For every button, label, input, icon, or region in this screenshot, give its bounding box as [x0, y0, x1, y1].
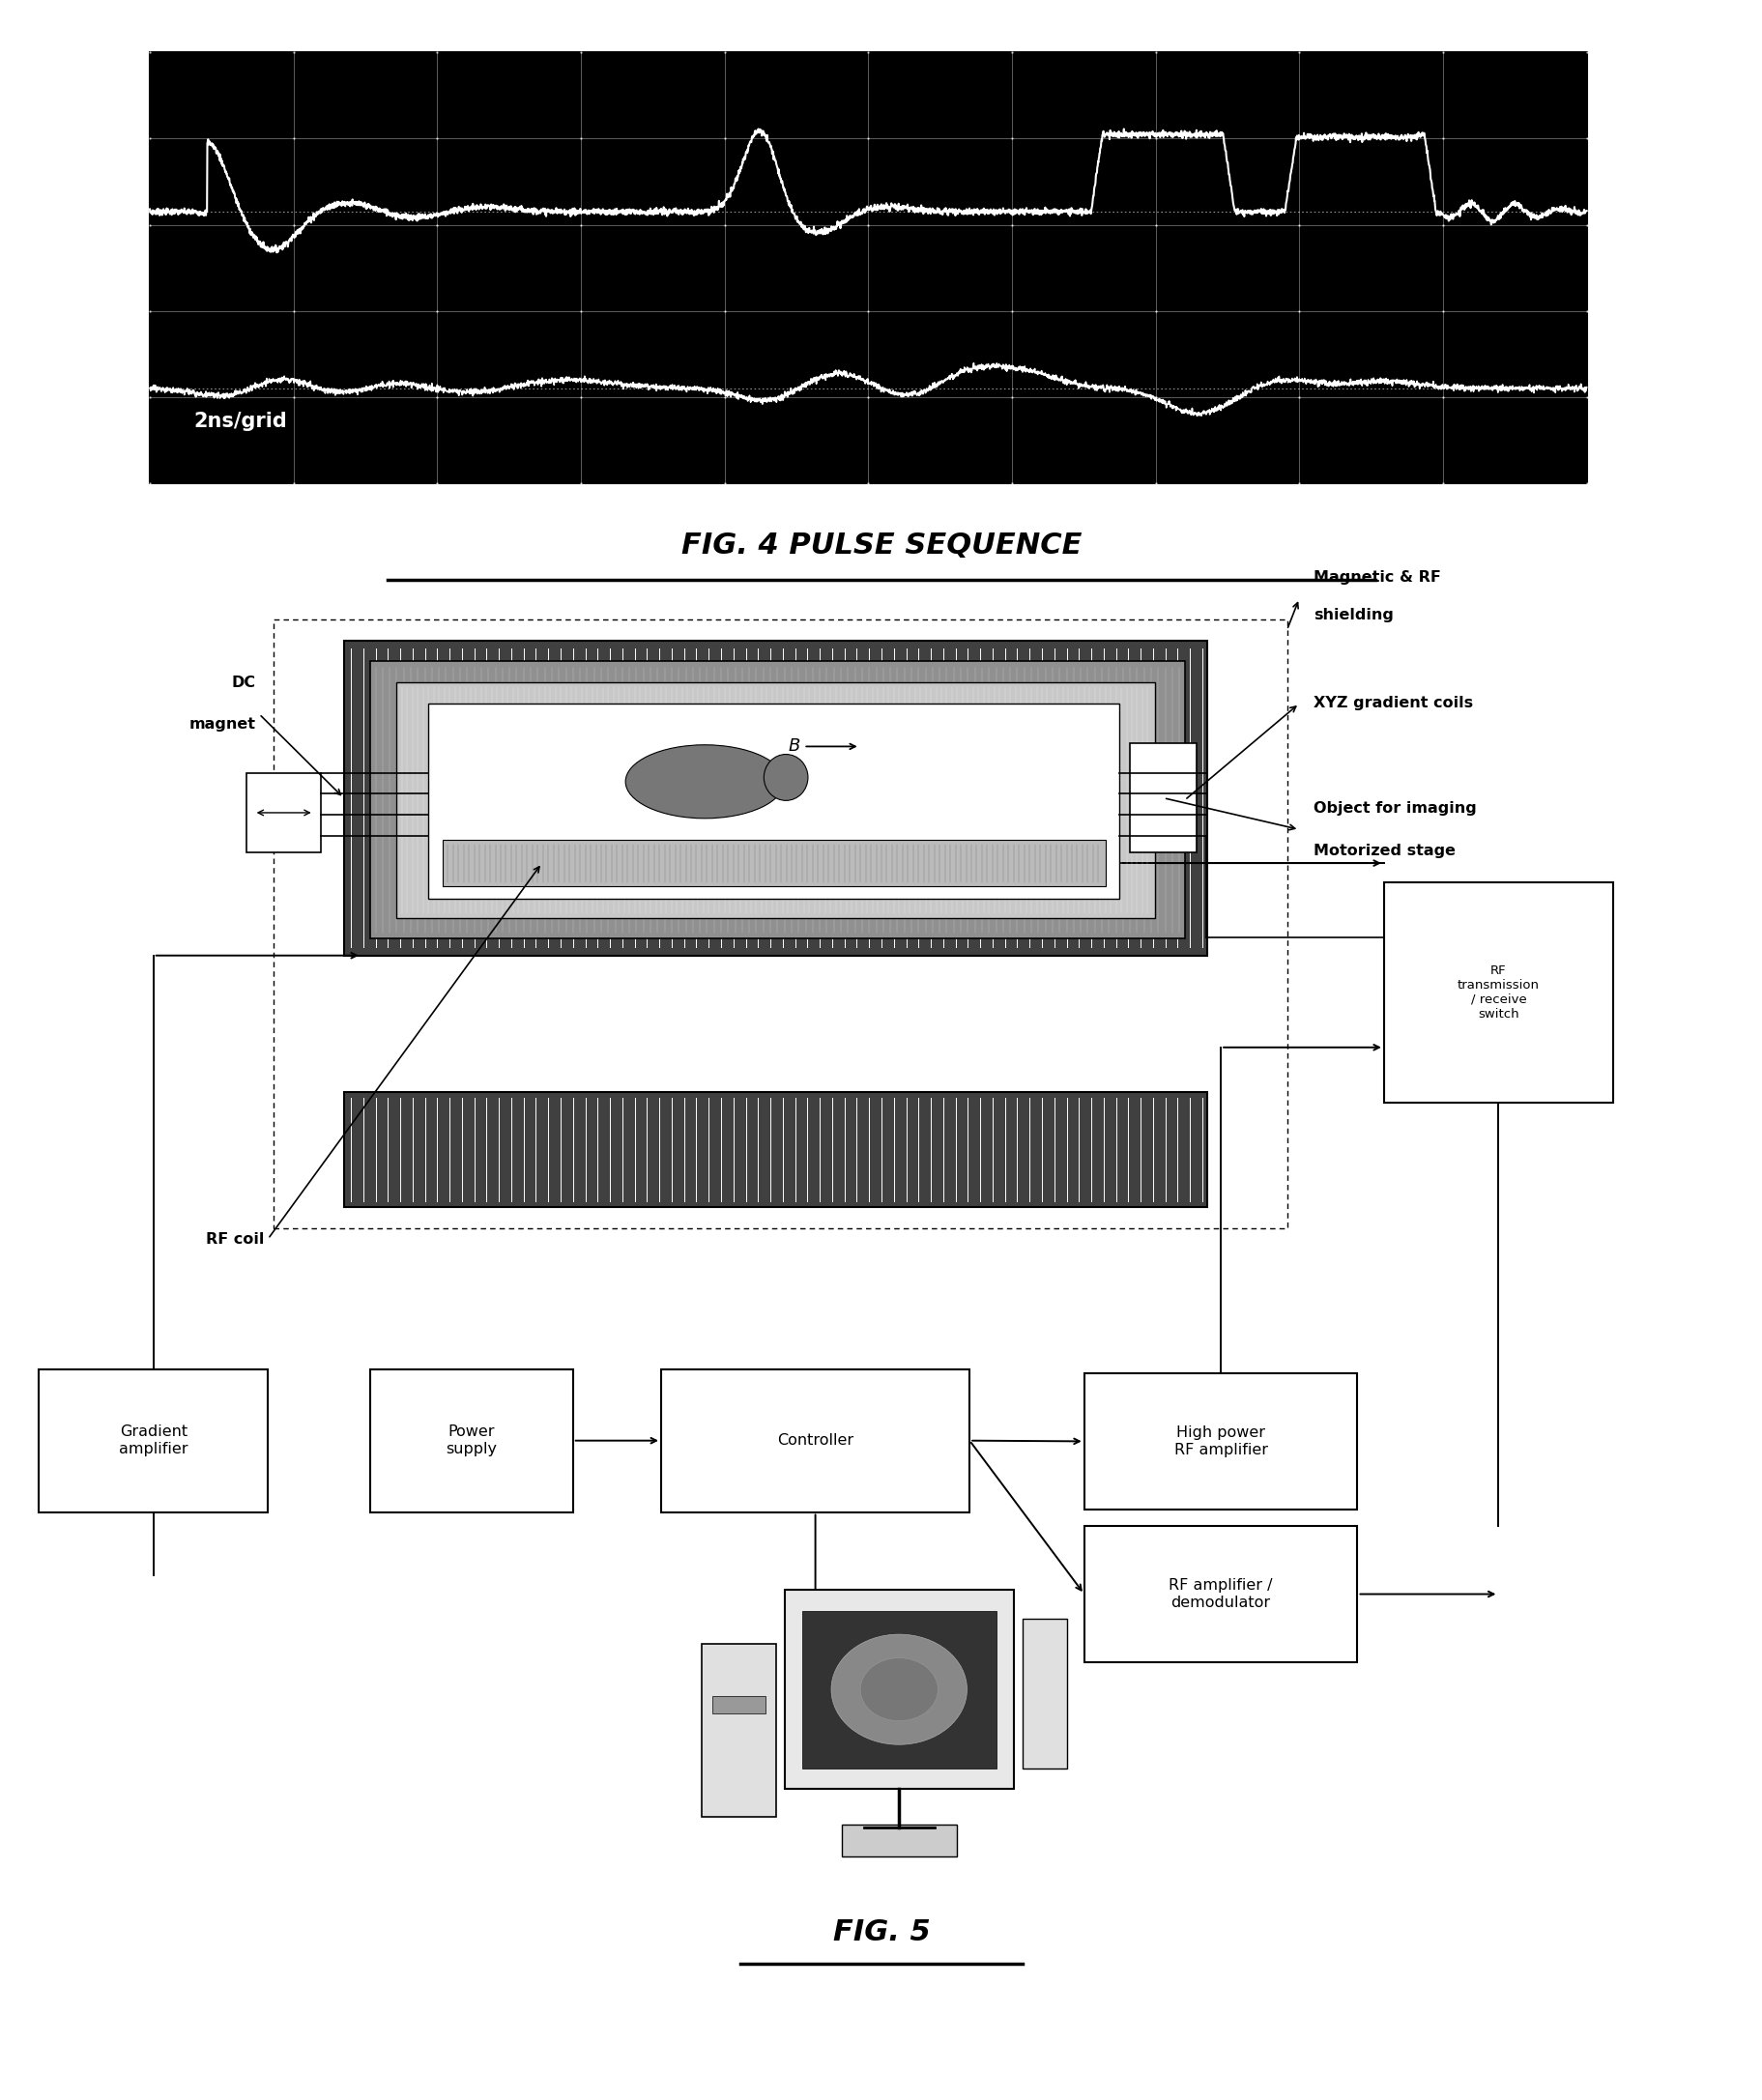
Text: RF coil: RF coil — [206, 1233, 264, 1245]
Bar — [701, 1644, 775, 1816]
Text: Motorized stage: Motorized stage — [1313, 844, 1455, 857]
Text: RF
transmission
/ receive
switch: RF transmission / receive switch — [1457, 964, 1538, 1021]
Text: shielding: shielding — [1313, 609, 1392, 622]
Text: RF amplifier /
demodulator: RF amplifier / demodulator — [1168, 1579, 1272, 1611]
Bar — [1084, 1527, 1357, 1661]
Bar — [370, 1369, 573, 1512]
Text: B: B — [788, 737, 800, 756]
Text: Controller: Controller — [777, 1434, 853, 1447]
Ellipse shape — [832, 1634, 967, 1745]
Bar — [370, 662, 1184, 939]
Text: Gradient
amplifier: Gradient amplifier — [118, 1426, 189, 1455]
Bar — [344, 1092, 1207, 1207]
Text: magnet: magnet — [189, 718, 255, 731]
Bar — [150, 52, 1586, 483]
Ellipse shape — [763, 754, 807, 800]
Bar — [344, 640, 1207, 956]
Text: Object for imaging: Object for imaging — [1313, 802, 1477, 815]
Bar — [1022, 1619, 1066, 1768]
Bar — [273, 620, 1286, 1228]
Text: FIG. 4 PULSE SEQUENCE: FIG. 4 PULSE SEQUENCE — [680, 531, 1082, 561]
Text: FIG. 5: FIG. 5 — [832, 1917, 930, 1947]
Bar — [802, 1611, 996, 1768]
Text: XYZ gradient coils: XYZ gradient coils — [1313, 697, 1473, 710]
Bar — [39, 1369, 268, 1512]
Bar — [661, 1369, 969, 1512]
Text: Magnetic & RF: Magnetic & RF — [1313, 571, 1440, 584]
Bar — [428, 704, 1119, 899]
Text: DC: DC — [231, 676, 255, 689]
Bar — [1129, 743, 1196, 853]
Text: High power
RF amplifier: High power RF amplifier — [1173, 1426, 1267, 1457]
Ellipse shape — [626, 746, 784, 819]
Bar — [442, 840, 1105, 886]
Bar — [1383, 882, 1612, 1102]
Bar — [842, 1825, 955, 1856]
Text: 2ns/grid: 2ns/grid — [194, 412, 287, 430]
Ellipse shape — [860, 1659, 937, 1722]
Bar — [396, 682, 1154, 918]
Bar — [784, 1590, 1013, 1789]
Bar — [1084, 1373, 1357, 1510]
Text: Power
supply: Power supply — [446, 1426, 497, 1455]
Bar — [247, 773, 321, 853]
Bar — [712, 1697, 765, 1714]
